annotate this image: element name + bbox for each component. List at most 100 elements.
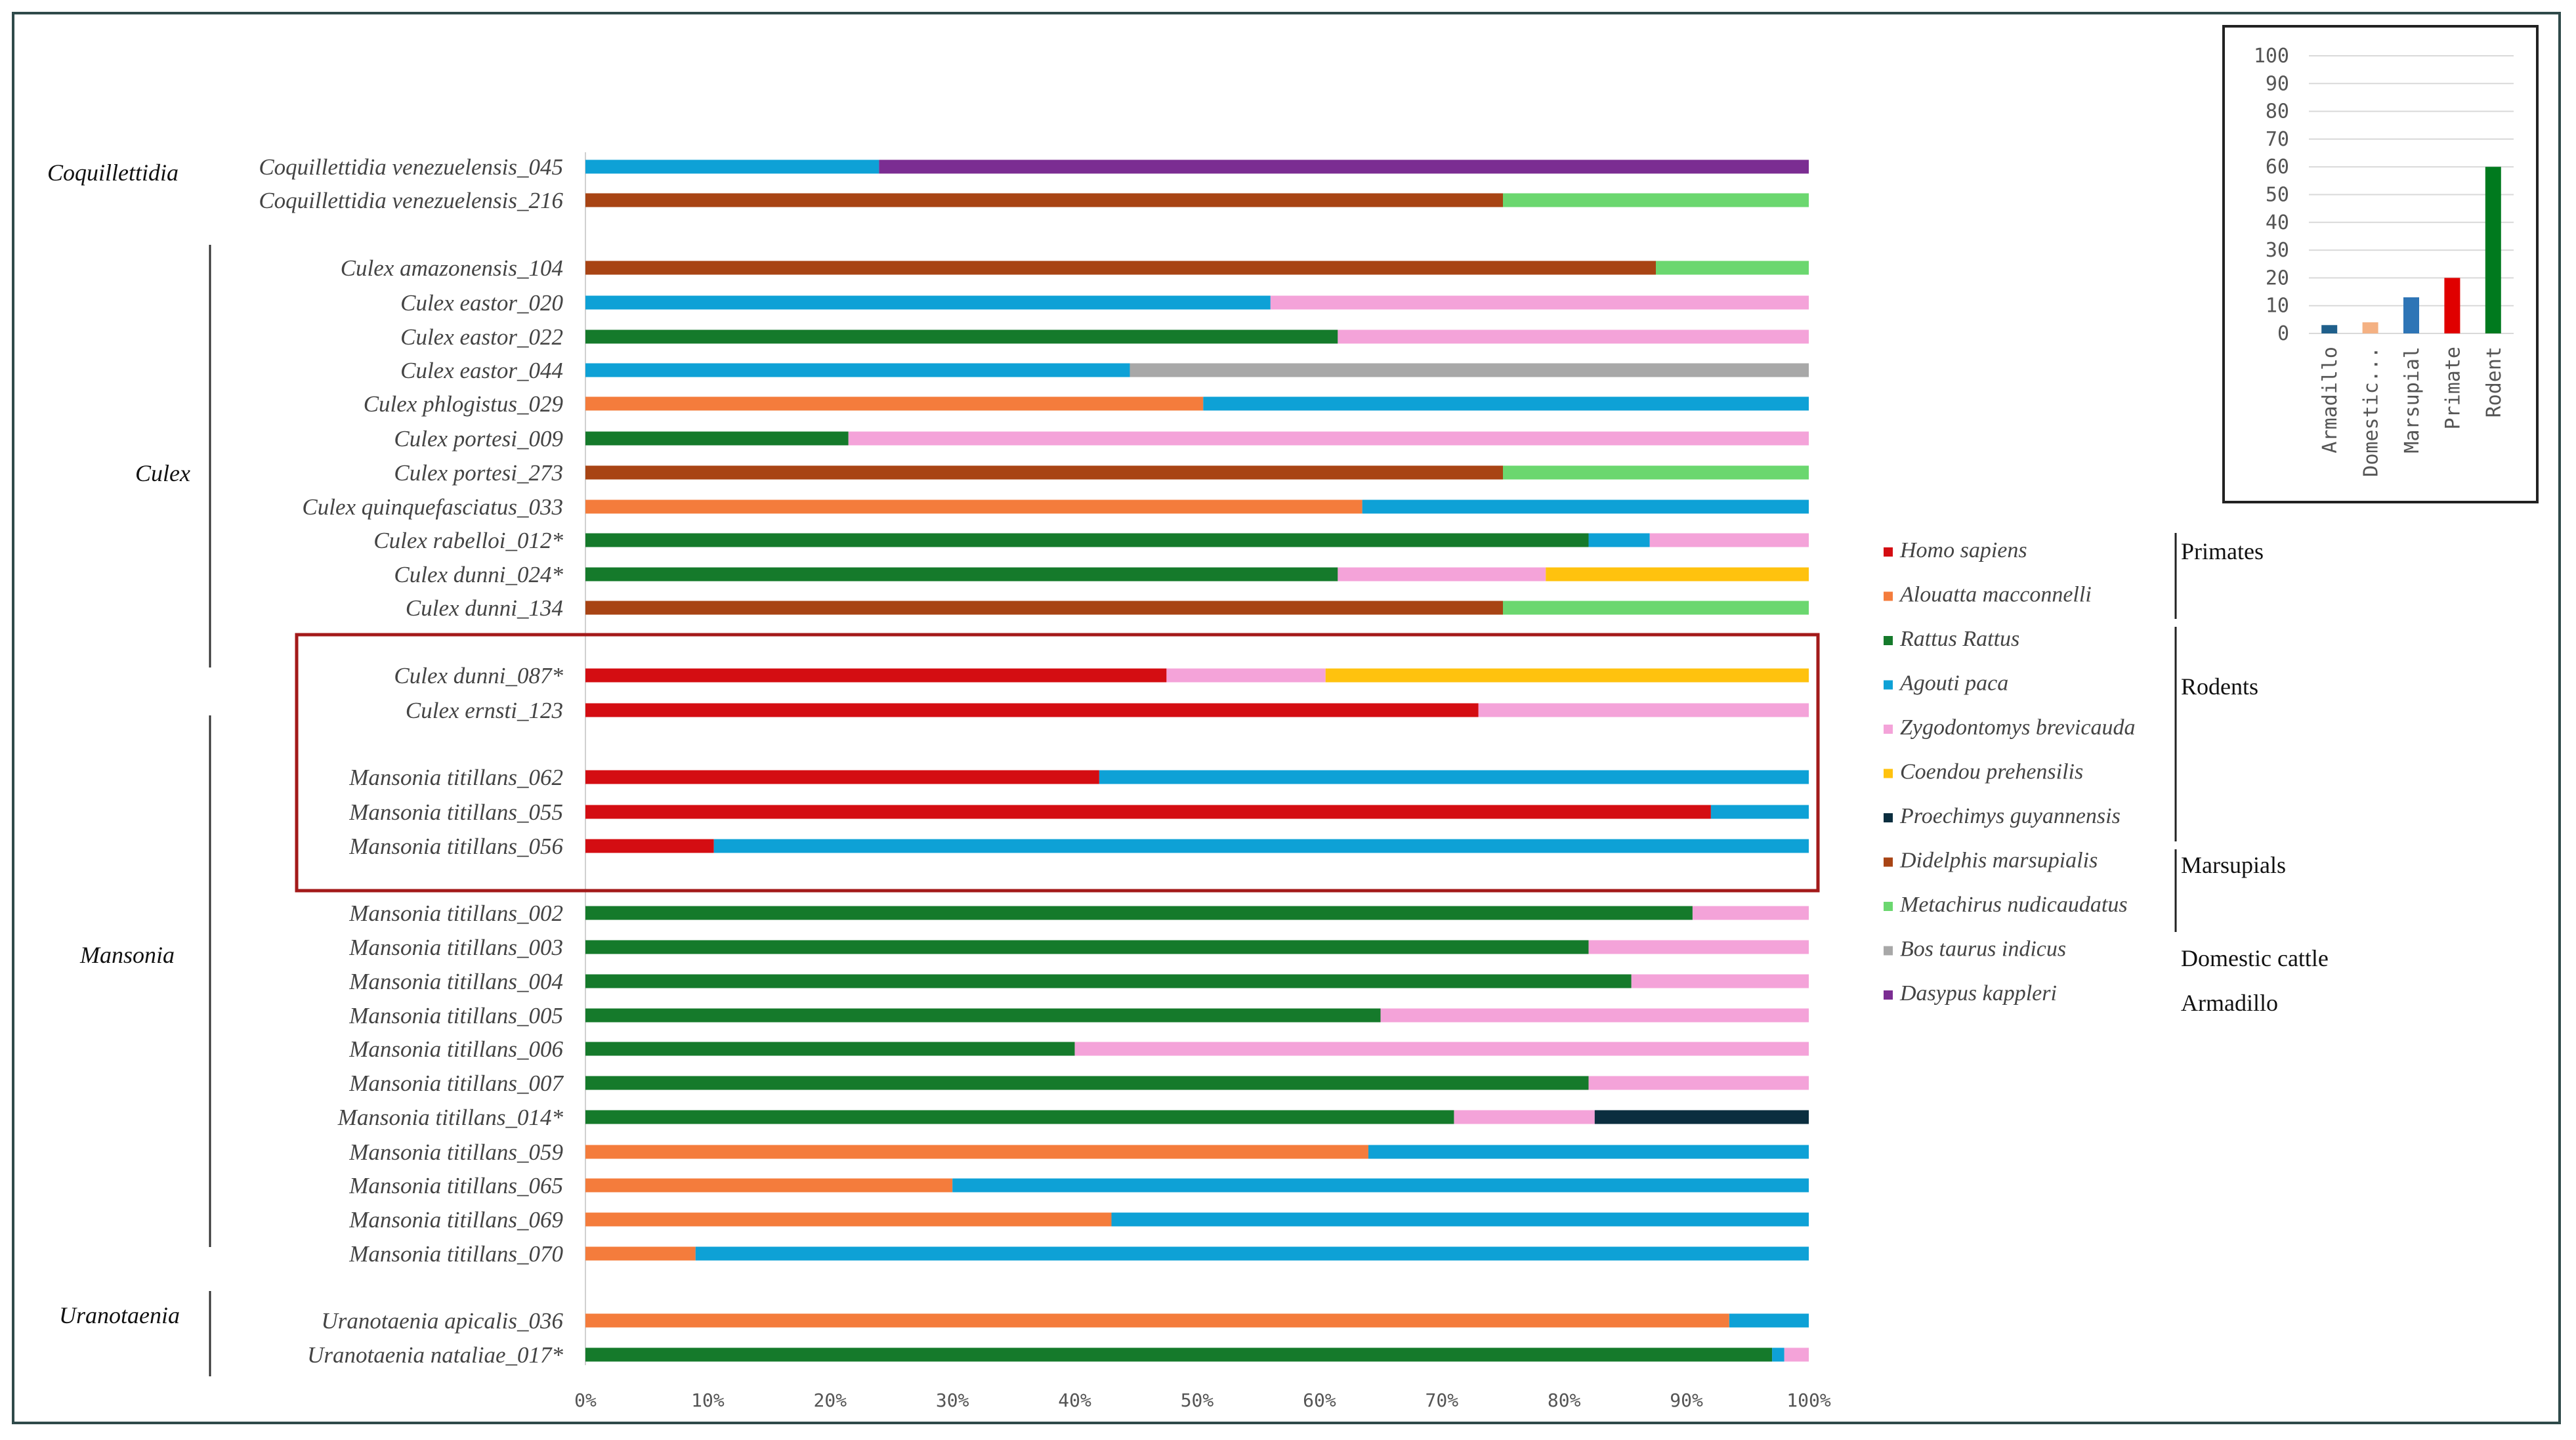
bar-segment (1130, 363, 1809, 377)
genus-label: Coquillettidia (47, 159, 179, 186)
bar-segment (585, 159, 879, 174)
x-tick-label: 90% (1670, 1389, 1703, 1411)
bar-segment (713, 839, 1809, 853)
bar-segment (1692, 906, 1809, 920)
bar-segment (585, 770, 1099, 784)
row-labels: Coquillettidia venezuelensis_045 Coquille… (259, 154, 564, 1368)
row-label: Mansonia titillans_062 (348, 765, 563, 790)
row-label: Culex dunni_087* (394, 663, 563, 688)
bar-segment (585, 1313, 1729, 1328)
row-label: Culex amazonensis_104 (341, 255, 563, 281)
row-label: Mansonia titillans_003 (348, 935, 563, 960)
bar-segment (1710, 805, 1809, 819)
x-tick-label: 0% (574, 1389, 597, 1411)
stacked-bars (585, 159, 1809, 1362)
bar-segment (1338, 567, 1546, 582)
row-label: Mansonia titillans_055 (348, 799, 563, 825)
legend-group-label: Marsupials (2181, 852, 2286, 878)
row-label: Mansonia titillans_007 (348, 1070, 564, 1096)
bar-segment (585, 1076, 1589, 1090)
bar-segment (1546, 567, 1809, 582)
inset-frame (2222, 25, 2539, 503)
inset-y-tick-label: 40 (2266, 211, 2289, 234)
inset-y-tick-label: 20 (2266, 266, 2289, 289)
bar-segment (1588, 940, 1809, 954)
bar-segment (1649, 533, 1809, 547)
bar-segment (1111, 1212, 1809, 1227)
legend-swatch (1884, 725, 1893, 734)
x-tick-label: 60% (1303, 1389, 1336, 1411)
bar-segment (585, 1347, 1773, 1362)
genus-labels: Coquillettidia Culex Mansonia Uranotaenia (47, 159, 211, 1376)
bar-segment (1338, 329, 1809, 344)
legend: Homo sapiens Alouatta macconnelli Rattus R… (1884, 538, 2136, 1006)
bar-segment (585, 1042, 1075, 1056)
row-label: Mansonia titillans_004 (348, 969, 563, 994)
bar-segment (848, 431, 1809, 446)
inset-y-tick-label: 50 (2266, 184, 2289, 207)
row-label: Culex quinquefasciatus_033 (302, 494, 563, 520)
legend-swatch (1884, 547, 1893, 557)
legend-swatch (1884, 591, 1893, 601)
inset-bar (2444, 278, 2460, 333)
inset-y-tick-label: 0 (2277, 322, 2289, 345)
bar-segment (1594, 1110, 1809, 1124)
bar-segment (879, 159, 1809, 174)
bar-segment (585, 363, 1130, 377)
row-label: Uranotaenia nataliae_017* (307, 1342, 563, 1368)
row-label: Coquillettidia venezuelensis_216 (259, 188, 563, 213)
legend-group-label: Armadillo (2181, 990, 2278, 1016)
inset-bar (2485, 167, 2501, 333)
x-tick-label: 30% (936, 1389, 969, 1411)
row-label: Culex ernsti_123 (406, 698, 563, 723)
bar-segment (1631, 974, 1809, 988)
row-label: Coquillettidia venezuelensis_045 (259, 154, 563, 180)
bar-segment (585, 1246, 696, 1261)
row-label: Mansonia titillans_059 (348, 1139, 563, 1165)
bar-segment (1074, 1042, 1809, 1056)
genus-label: Culex (135, 460, 190, 486)
inset-bar (2321, 325, 2338, 333)
inset-bar (2403, 297, 2419, 333)
legend-swatch (1884, 902, 1893, 911)
bar-segment (1503, 601, 1809, 615)
bar-segment (585, 193, 1503, 207)
legend-entry: Bos taurus indicus (1900, 937, 2066, 962)
x-tick-label: 80% (1548, 1389, 1581, 1411)
row-label: Culex portesi_009 (394, 426, 563, 452)
inset-y-tick-label: 100 (2254, 45, 2289, 68)
legend-entry: Coendou prehensilis (1900, 760, 2083, 784)
bar-segment (585, 668, 1167, 683)
row-label: Culex portesi_273 (394, 460, 563, 486)
row-label: Culex dunni_134 (406, 595, 563, 621)
bar-segment (585, 1178, 953, 1193)
bar-segment (585, 805, 1711, 819)
x-tick-label: 20% (814, 1389, 847, 1411)
legend-entry: Agouti paca (1899, 671, 2008, 696)
row-label: Culex eastor_022 (400, 324, 563, 350)
bar-segment (585, 703, 1479, 717)
bar-segment (1166, 668, 1326, 683)
x-tick-label: 50% (1181, 1389, 1214, 1411)
bar-segment (585, 1008, 1381, 1023)
bar-segment (585, 1110, 1454, 1124)
row-label: Culex eastor_044 (400, 358, 563, 383)
bar-segment (1478, 703, 1809, 717)
x-tick-label: 70% (1425, 1389, 1459, 1411)
legend-groups: Primates Rodents Marsupials Domestic cattle… (2174, 533, 2329, 1016)
bar-segment (1325, 668, 1809, 683)
row-label: Culex dunni_024* (394, 562, 563, 587)
bar-segment (585, 839, 714, 853)
inset-category-label: Domestic... (2360, 347, 2383, 477)
legend-entry: Dasypus kappleri (1899, 981, 2057, 1006)
inset-chart: 0 10 20 30 40 50 60 70 80 90 100 Armadillo Domestic.… (2222, 25, 2539, 503)
bar-segment (585, 396, 1204, 411)
legend-swatch (1884, 680, 1893, 690)
highlight-box (295, 633, 1820, 893)
bar-segment (585, 533, 1589, 547)
row-label: Mansonia titillans_065 (348, 1173, 563, 1198)
bar-segment (1368, 1145, 1809, 1159)
row-label: Mansonia titillans_070 (348, 1241, 563, 1267)
bar-segment (1380, 1008, 1809, 1023)
